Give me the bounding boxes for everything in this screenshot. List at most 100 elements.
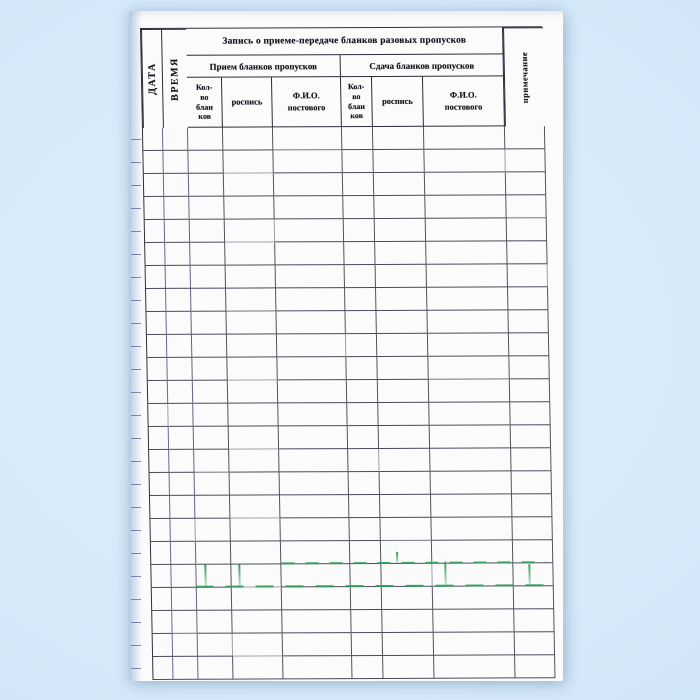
grid-cell (282, 633, 353, 657)
grid-cell (168, 426, 195, 450)
grid-cell (171, 587, 198, 611)
grid-cell (225, 242, 276, 266)
grid-cell (169, 495, 196, 519)
grid-cell (431, 517, 513, 541)
grid-cell (380, 517, 432, 541)
grid-cell (191, 288, 227, 312)
grid-cell (380, 540, 433, 564)
grid-cell (505, 172, 547, 196)
grid-cell (149, 449, 170, 473)
scan-artifact-green-tick (396, 551, 399, 564)
grid-cell (427, 287, 509, 311)
grid-cell (376, 333, 429, 357)
grid-cell (144, 219, 166, 243)
grid-cell (278, 403, 348, 427)
grid-cell (509, 379, 551, 403)
grid-cell (508, 287, 549, 311)
grid-cell (172, 633, 199, 657)
grid-cell (188, 150, 224, 174)
grid-cell (151, 564, 172, 588)
grid-cell (229, 495, 281, 519)
grid-cell (224, 196, 275, 220)
column-header-signature-handover: роспись (371, 76, 424, 127)
grid-cell (226, 334, 278, 358)
grid-cell (507, 264, 549, 288)
table-header: ДАТА ВРЕМЯ Запись о приеме-передаче блан… (141, 27, 545, 128)
column-header-qty-handover: Кол- во блан ков (340, 76, 373, 128)
grid-cell (425, 195, 507, 219)
grid-cell (275, 242, 345, 266)
grid-cell (378, 402, 430, 426)
grid-cell (150, 541, 172, 565)
grid-cell (343, 218, 376, 243)
binding-edge-ruling (131, 139, 141, 685)
grid-cell (188, 173, 225, 197)
column-header-qty-receive: Кол- во блан ков (186, 77, 223, 128)
grid-cell (427, 310, 509, 334)
grid-body (142, 126, 556, 680)
grid-cell (162, 127, 189, 151)
grid-cell (349, 517, 381, 542)
section-header-handover: Сдача бланков пропусков (340, 54, 504, 78)
grid-cell (433, 609, 515, 633)
grid-cell (377, 379, 430, 403)
grid-cell (426, 264, 509, 288)
grid-cell (280, 518, 350, 542)
grid-cell (514, 632, 556, 656)
grid-cell (346, 356, 378, 381)
scan-artifact-green-tick (238, 564, 241, 587)
grid-cell (281, 587, 352, 611)
grid-cell (507, 241, 548, 265)
grid-cell (349, 540, 382, 565)
grid-cell (187, 127, 224, 151)
grid-cell (168, 403, 194, 427)
grid-cell (376, 287, 428, 311)
grid-cell (189, 219, 226, 243)
grid-cell (144, 196, 165, 220)
grid-cell (345, 310, 377, 335)
grid-cell (142, 127, 164, 151)
grid-cell (379, 471, 431, 495)
grid-cell (345, 287, 377, 312)
grid-cell (191, 334, 228, 358)
grid-cell (153, 656, 174, 680)
grid-cell (350, 586, 383, 611)
grid-cell (379, 494, 432, 518)
grid-cell (342, 172, 375, 197)
grid-cell (379, 448, 431, 472)
grid-cell (167, 380, 194, 404)
grid-cell (375, 264, 428, 288)
grid-cell (166, 311, 192, 335)
grid-cell (146, 334, 168, 358)
grid-cell (511, 471, 552, 495)
grid-cell (193, 426, 230, 450)
grid-cell (505, 149, 546, 173)
grid-cell (143, 150, 164, 174)
grid-cell (372, 126, 425, 150)
grid-cell (223, 173, 275, 197)
column-header-fio-handover: Ф.И.О. постового (422, 76, 505, 127)
grid-cell (383, 655, 435, 679)
grid-cell (508, 333, 550, 357)
grid-cell (511, 448, 552, 472)
grid-cell (190, 265, 227, 289)
grid-cell (172, 610, 198, 634)
grid-cell (431, 540, 514, 564)
grid-cell (281, 564, 351, 588)
grid-cell (194, 495, 231, 519)
grid-cell (191, 311, 227, 335)
grid-cell (275, 265, 346, 289)
grid-cell (341, 126, 374, 151)
grid-cell (373, 172, 426, 196)
grid-cell (223, 150, 274, 174)
grid-cell (196, 587, 233, 611)
grid-cell (351, 609, 383, 634)
grid-cell (229, 472, 280, 496)
scanned-page: ДАТА ВРЕМЯ Запись о приеме-передаче блан… (129, 11, 563, 685)
grid-cell (226, 288, 277, 312)
grid-cell (151, 587, 173, 611)
grid-cell (278, 426, 349, 450)
grid-cell (279, 495, 350, 519)
grid-cell (276, 334, 347, 358)
